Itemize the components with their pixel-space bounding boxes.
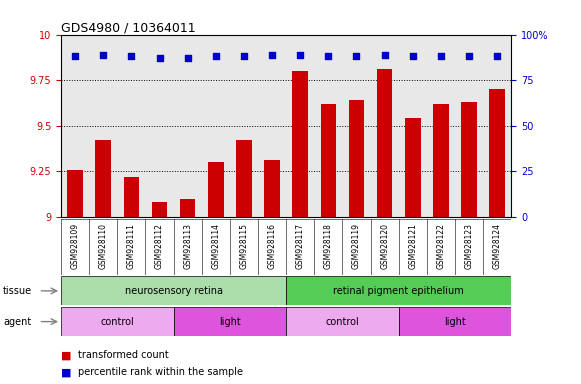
Text: GDS4980 / 10364011: GDS4980 / 10364011 xyxy=(61,21,196,34)
Text: GSM928120: GSM928120 xyxy=(380,223,389,269)
Text: GSM928110: GSM928110 xyxy=(99,223,107,269)
Point xyxy=(380,51,389,58)
Point xyxy=(296,51,305,58)
Bar xyxy=(174,307,286,336)
Point xyxy=(436,53,446,60)
Point xyxy=(267,51,277,58)
Text: agent: agent xyxy=(3,316,31,327)
Point xyxy=(211,53,220,60)
Bar xyxy=(292,71,308,217)
Bar xyxy=(377,69,392,217)
Text: control: control xyxy=(101,316,134,327)
Bar xyxy=(433,104,449,217)
Text: GSM928114: GSM928114 xyxy=(211,223,220,269)
Bar xyxy=(67,170,83,217)
Text: GSM928112: GSM928112 xyxy=(155,223,164,269)
Bar xyxy=(461,102,477,217)
Text: GSM928113: GSM928113 xyxy=(183,223,192,269)
Bar xyxy=(236,141,252,217)
Text: ■: ■ xyxy=(61,350,71,360)
Bar xyxy=(264,161,280,217)
Text: GSM928121: GSM928121 xyxy=(408,223,417,269)
Bar xyxy=(61,276,286,305)
Bar xyxy=(61,307,174,336)
Point xyxy=(155,55,164,61)
Bar xyxy=(95,141,111,217)
Text: GSM928117: GSM928117 xyxy=(296,223,304,269)
Text: ■: ■ xyxy=(61,367,71,377)
Point xyxy=(99,51,108,58)
Point xyxy=(352,53,361,60)
Point xyxy=(493,53,502,60)
Point xyxy=(70,53,80,60)
Bar xyxy=(286,276,511,305)
Bar xyxy=(405,119,421,217)
Text: light: light xyxy=(219,316,241,327)
Bar xyxy=(152,202,167,217)
Text: GSM928118: GSM928118 xyxy=(324,223,333,269)
Point xyxy=(464,53,474,60)
Bar xyxy=(321,104,336,217)
Text: neurosensory retina: neurosensory retina xyxy=(124,286,223,296)
Text: GSM928119: GSM928119 xyxy=(352,223,361,269)
Text: tissue: tissue xyxy=(3,286,32,296)
Text: GSM928111: GSM928111 xyxy=(127,223,136,269)
Text: GSM928123: GSM928123 xyxy=(465,223,474,269)
Bar xyxy=(124,177,139,217)
Point xyxy=(127,53,136,60)
Text: light: light xyxy=(444,316,466,327)
Text: transformed count: transformed count xyxy=(78,350,169,360)
Point xyxy=(239,53,249,60)
Bar xyxy=(489,89,505,217)
Point xyxy=(183,55,192,61)
Text: GSM928116: GSM928116 xyxy=(268,223,277,269)
Bar xyxy=(286,307,399,336)
Text: retinal pigment epithelium: retinal pigment epithelium xyxy=(333,286,464,296)
Text: percentile rank within the sample: percentile rank within the sample xyxy=(78,367,243,377)
Text: GSM928109: GSM928109 xyxy=(70,223,80,270)
Text: control: control xyxy=(325,316,359,327)
Bar xyxy=(399,307,511,336)
Point xyxy=(324,53,333,60)
Bar xyxy=(208,162,224,217)
Bar xyxy=(349,100,364,217)
Bar xyxy=(180,199,195,217)
Text: GSM928124: GSM928124 xyxy=(493,223,502,269)
Point xyxy=(408,53,417,60)
Text: GSM928122: GSM928122 xyxy=(436,223,446,269)
Text: GSM928115: GSM928115 xyxy=(239,223,249,269)
